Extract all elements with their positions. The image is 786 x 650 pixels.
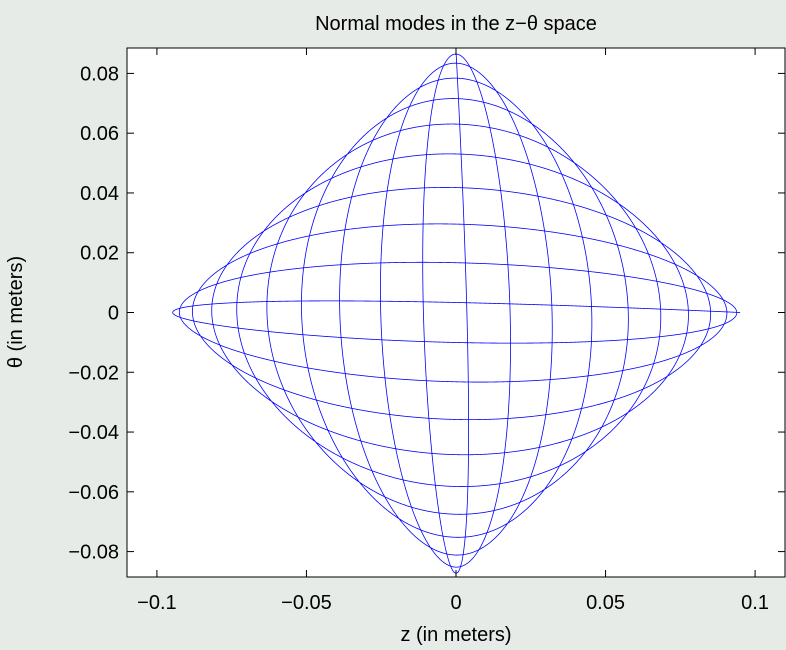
y-tick-label: −0.02 (68, 362, 119, 384)
x-tick-label: −0.05 (281, 592, 332, 614)
y-tick-label: 0.08 (80, 63, 119, 85)
y-tick-label: −0.08 (68, 542, 119, 564)
y-tick-label: 0.02 (80, 243, 119, 265)
x-tick-label: 0 (450, 592, 461, 614)
y-tick-label: −0.06 (68, 482, 119, 504)
y-axis: −0.08 −0.06 −0.04 −0.02 0 0.02 0.04 0.06 0.08 (68, 63, 785, 564)
y-axis-title: θ (in meters) (5, 256, 27, 368)
y-tick-label: −0.04 (68, 422, 119, 444)
chart-title: Normal modes in the z−θ space (315, 13, 597, 35)
y-tick-label: 0.06 (80, 123, 119, 145)
y-tick-label: 0 (108, 303, 119, 325)
x-tick-label: 0.05 (586, 592, 625, 614)
x-tick-label: 0.1 (741, 592, 769, 614)
plot-area-background (127, 48, 785, 577)
y-tick-label: 0.04 (80, 183, 119, 205)
x-axis: −0.1 −0.05 0 0.05 0.1 (137, 48, 769, 614)
x-tick-label: −0.1 (137, 592, 176, 614)
x-axis-title: z (in meters) (400, 624, 511, 646)
